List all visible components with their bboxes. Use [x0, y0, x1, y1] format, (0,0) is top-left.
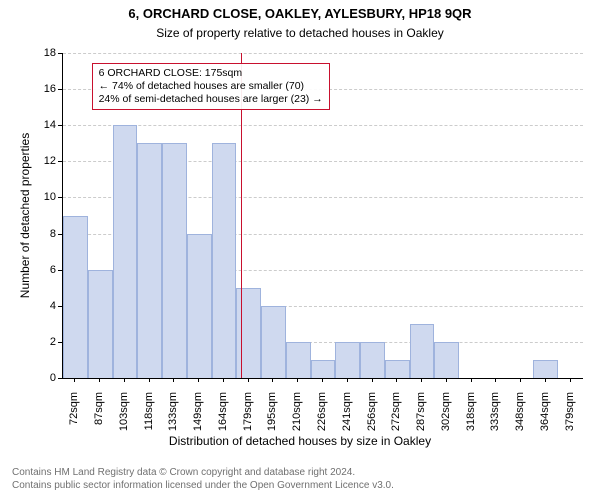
y-tick-label: 2 — [32, 336, 56, 348]
y-tick — [58, 53, 62, 54]
footer-line-1: Contains HM Land Registry data © Crown c… — [12, 467, 355, 478]
x-tick — [372, 378, 373, 382]
y-tick — [58, 270, 62, 271]
x-tick — [124, 378, 125, 382]
y-tick-label: 6 — [32, 264, 56, 276]
x-tick — [198, 378, 199, 382]
y-tick-label: 18 — [32, 47, 56, 59]
histogram-bar — [410, 324, 435, 378]
x-tick-label: 103sqm — [118, 392, 130, 452]
histogram-bar — [212, 143, 237, 378]
y-tick — [58, 125, 62, 126]
x-tick-label: 348sqm — [514, 392, 526, 452]
x-tick — [421, 378, 422, 382]
x-tick-label: 272sqm — [390, 392, 402, 452]
x-tick-label: 118sqm — [143, 392, 155, 452]
histogram-bar — [261, 306, 286, 378]
histogram-bar — [286, 342, 311, 378]
x-tick — [471, 378, 472, 382]
x-tick-label: 179sqm — [242, 392, 254, 452]
x-tick-label: 241sqm — [341, 392, 353, 452]
y-tick-label: 12 — [32, 155, 56, 167]
annotation-line: 24% of semi-detached houses are larger (… — [99, 93, 323, 106]
y-tick — [58, 234, 62, 235]
y-tick — [58, 306, 62, 307]
x-tick — [347, 378, 348, 382]
chart-title-address: 6, ORCHARD CLOSE, OAKLEY, AYLESBURY, HP1… — [0, 6, 600, 21]
x-tick-label: 72sqm — [68, 392, 80, 452]
y-tick-label: 0 — [32, 372, 56, 384]
x-tick-label: 226sqm — [316, 392, 328, 452]
x-tick — [223, 378, 224, 382]
annotation-line: 6 ORCHARD CLOSE: 175sqm — [99, 67, 323, 80]
chart-subtitle: Size of property relative to detached ho… — [0, 26, 600, 40]
y-tick-label: 8 — [32, 228, 56, 240]
x-tick-label: 318sqm — [465, 392, 477, 452]
x-tick-label: 87sqm — [93, 392, 105, 452]
histogram-bar — [113, 125, 138, 378]
histogram-bar — [162, 143, 187, 378]
x-tick — [99, 378, 100, 382]
histogram-bar — [434, 342, 459, 378]
x-tick-label: 364sqm — [539, 392, 551, 452]
x-tick-label: 379sqm — [564, 392, 576, 452]
y-tick — [58, 161, 62, 162]
annotation-line: ← 74% of detached houses are smaller (70… — [99, 80, 323, 93]
footer-line-2: Contains public sector information licen… — [12, 480, 394, 491]
y-tick — [58, 89, 62, 90]
x-tick — [495, 378, 496, 382]
histogram-bar — [187, 234, 212, 378]
x-tick — [322, 378, 323, 382]
x-tick — [149, 378, 150, 382]
annotation-box: 6 ORCHARD CLOSE: 175sqm← 74% of detached… — [92, 63, 330, 110]
histogram-bar — [137, 143, 162, 378]
histogram-bar — [236, 288, 261, 378]
histogram-bar — [88, 270, 113, 378]
histogram-bar — [360, 342, 385, 378]
x-tick — [545, 378, 546, 382]
x-tick-label: 287sqm — [415, 392, 427, 452]
y-tick-label: 14 — [32, 119, 56, 131]
x-tick — [396, 378, 397, 382]
y-tick-label: 10 — [32, 191, 56, 203]
x-tick — [248, 378, 249, 382]
x-tick — [272, 378, 273, 382]
y-tick — [58, 342, 62, 343]
histogram-bar — [533, 360, 558, 378]
x-tick-label: 195sqm — [266, 392, 278, 452]
x-tick-label: 210sqm — [291, 392, 303, 452]
x-tick-label: 149sqm — [192, 392, 204, 452]
x-tick — [570, 378, 571, 382]
histogram-bar — [63, 216, 88, 379]
x-tick-label: 133sqm — [167, 392, 179, 452]
x-tick — [297, 378, 298, 382]
y-tick-label: 16 — [32, 83, 56, 95]
y-tick — [58, 378, 62, 379]
x-tick-label: 302sqm — [440, 392, 452, 452]
y-tick — [58, 197, 62, 198]
x-tick — [520, 378, 521, 382]
gridline-h — [63, 125, 583, 126]
histogram-bar — [385, 360, 410, 378]
attribution-footer: Contains HM Land Registry data © Crown c… — [12, 467, 394, 492]
y-axis-label: Number of detached properties — [18, 53, 32, 378]
x-tick — [173, 378, 174, 382]
plot-area: 6 ORCHARD CLOSE: 175sqm← 74% of detached… — [62, 53, 583, 379]
x-tick-label: 164sqm — [217, 392, 229, 452]
histogram-bar — [311, 360, 336, 378]
y-tick-label: 4 — [32, 300, 56, 312]
x-tick-label: 333sqm — [489, 392, 501, 452]
x-tick — [74, 378, 75, 382]
histogram-bar — [335, 342, 360, 378]
gridline-h — [63, 53, 583, 54]
x-tick — [446, 378, 447, 382]
x-tick-label: 256sqm — [366, 392, 378, 452]
